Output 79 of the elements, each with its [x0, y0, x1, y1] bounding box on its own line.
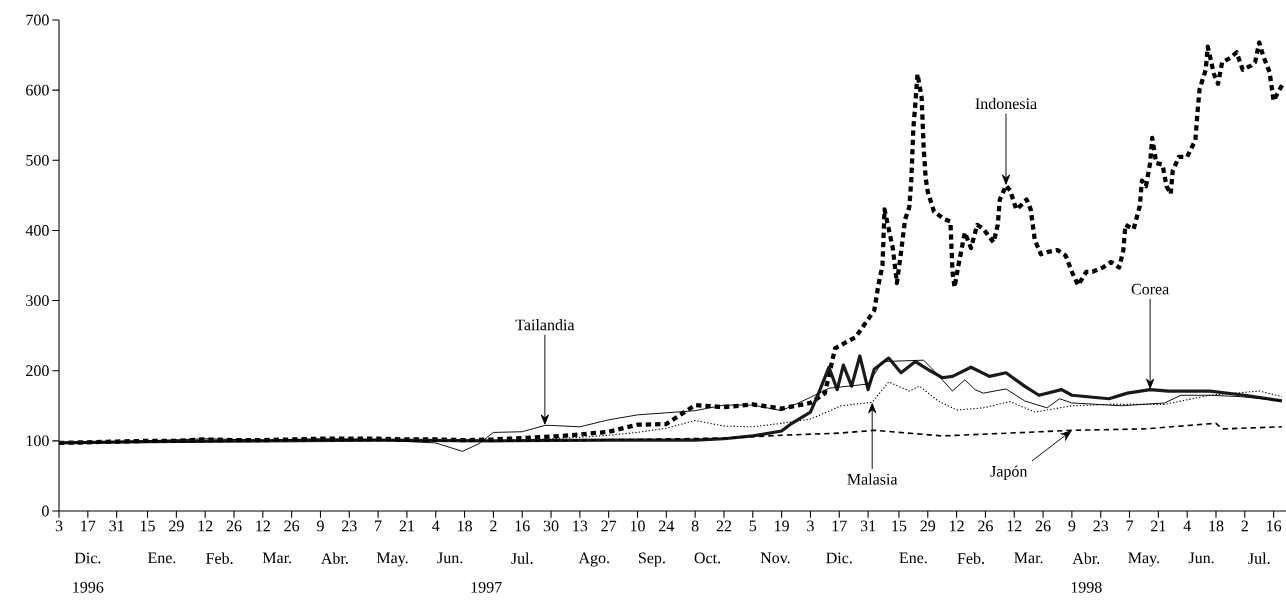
x2-tick-label: Jul.: [511, 552, 533, 564]
x-tick-label: 16: [1267, 520, 1282, 532]
y-tick-label: 200: [26, 365, 49, 377]
annotation: Malasia: [847, 473, 898, 485]
x-tick-label: 15: [140, 520, 155, 532]
x-tick-label: 10: [630, 520, 645, 532]
x-tick-label: 17: [81, 520, 96, 532]
x-tick-label: 29: [920, 520, 936, 532]
x2-tick-label: Jul.: [1248, 552, 1270, 564]
text: 1996: [73, 581, 104, 593]
text: 1997: [471, 581, 502, 593]
x2-tick-label: Feb.: [206, 552, 233, 564]
x2-tick-label: Jun.: [1188, 552, 1214, 564]
x2-tick-label: Abr.: [1072, 552, 1100, 564]
x-tick-label: 7: [1126, 520, 1134, 532]
x-tick-label: 24: [659, 520, 675, 532]
x2-tick-label: Sep.: [638, 552, 665, 567]
x-tick-label: 23: [1093, 520, 1109, 532]
x-tick-label: 19: [775, 520, 789, 532]
x-tick-label: 13: [573, 520, 588, 532]
x-tick-label: 15: [892, 520, 907, 532]
y-tick-label: 0: [42, 505, 49, 517]
x-tick-label: 7: [375, 520, 382, 532]
x2-tick-label: Ene.: [147, 552, 176, 564]
annotation: Tailandia: [515, 319, 575, 331]
y-tick-label: 700: [26, 14, 49, 26]
x-tick-label: 29: [169, 520, 184, 532]
x2-tick-label: Dic.: [826, 552, 852, 564]
x-tick-label: 12: [198, 520, 213, 532]
annotation: Indonesia: [975, 97, 1037, 110]
x-tick-label: 21: [399, 520, 414, 532]
x-tick-label: 18: [457, 520, 472, 532]
y-tick-label: 600: [26, 84, 49, 96]
annotation: Japón: [990, 465, 1028, 480]
y-tick-label: 300: [26, 295, 49, 306]
x-tick-label: 26: [1035, 520, 1051, 532]
x-tick-label: 26: [284, 520, 300, 532]
x-tick-label: 26: [978, 520, 993, 532]
annotation: Corea: [1131, 283, 1169, 295]
x2-tick-label: Ago.: [578, 552, 609, 567]
x2-tick-label: Dic.: [74, 552, 101, 564]
x-tick-label: 4: [1183, 520, 1191, 532]
x2-tick-label: May.: [376, 552, 408, 567]
x-tick-label: 5: [749, 520, 757, 532]
x-tick-label: 18: [1209, 520, 1224, 532]
y-tick-label: 400: [25, 225, 49, 236]
x2-tick-label: Nov.: [760, 552, 790, 564]
x-tick-label: 22: [716, 520, 732, 532]
x-tick-label: 9: [316, 520, 324, 532]
x-tick-label: 12: [950, 520, 964, 532]
x-tick-label: 17: [832, 520, 847, 532]
x-tick-label: 8: [691, 520, 699, 532]
x-tick-label: 3: [55, 520, 63, 532]
x2-tick-label: Jun.: [437, 552, 463, 564]
y-tick-label: 500: [26, 154, 49, 166]
x2-tick-label: Mar.: [1014, 552, 1043, 564]
x2-tick-label: Mar.: [262, 552, 292, 564]
x-tick-label: 12: [256, 520, 270, 532]
x-tick-label: 31: [860, 520, 876, 532]
x2-tick-label: Feb.: [957, 552, 984, 564]
x-tick-label: 21: [1151, 520, 1166, 532]
x2-tick-label: Ene.: [899, 552, 927, 564]
x-tick-label: 3: [807, 520, 814, 532]
x2-tick-label: Oct.: [694, 552, 720, 564]
x-tick-label: 23: [342, 520, 357, 532]
x-tick-label: 4: [432, 520, 440, 532]
x-tick-label: 2: [490, 520, 497, 532]
x-tick-label: 31: [109, 520, 124, 532]
text: 1998: [1071, 581, 1102, 593]
x-tick-label: 2: [1241, 520, 1248, 532]
x2-tick-label: Abr.: [321, 552, 348, 564]
x2-tick-label: May.: [1128, 552, 1160, 567]
x-tick-label: 12: [1007, 520, 1022, 532]
x-tick-label: 30: [543, 520, 559, 532]
x-tick-label: 16: [515, 520, 530, 532]
x-tick-label: 9: [1068, 520, 1076, 532]
x-tick-label: 27: [601, 520, 617, 532]
x-tick-label: 26: [226, 520, 242, 532]
y-tick-label: 100: [26, 435, 49, 447]
